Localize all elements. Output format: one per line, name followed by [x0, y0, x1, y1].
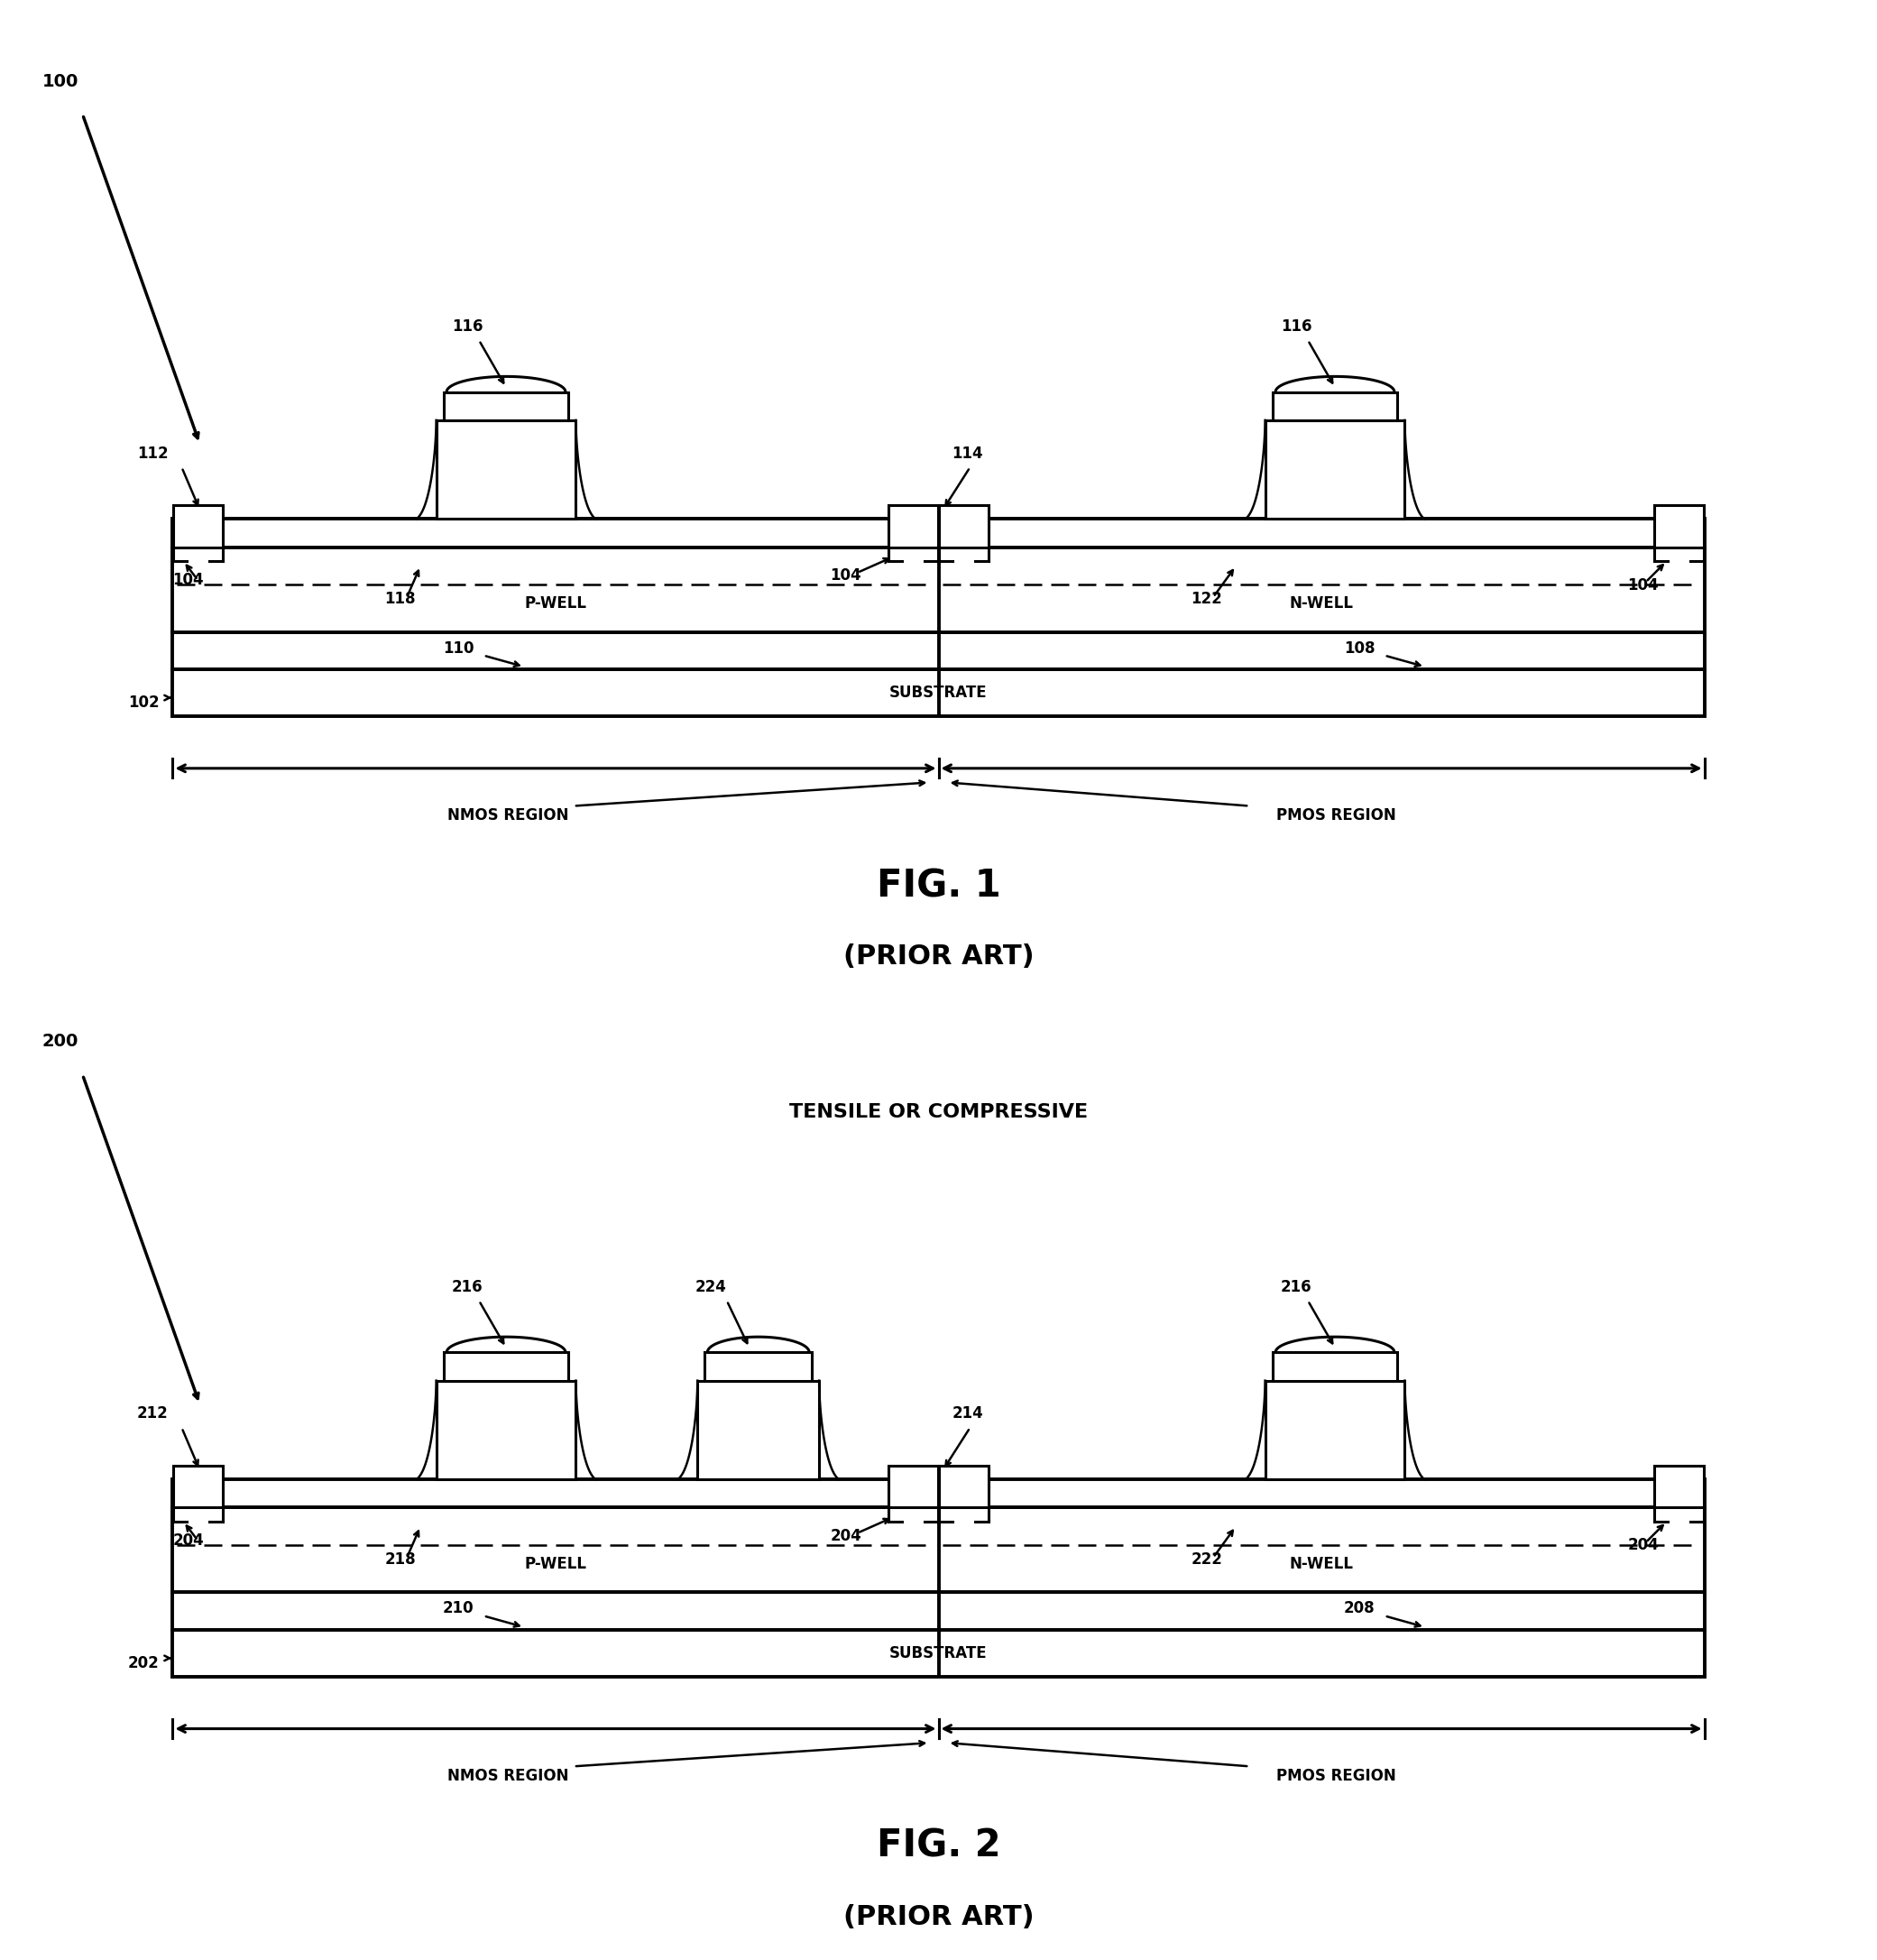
Text: PMOS REGION: PMOS REGION	[1276, 1768, 1396, 1784]
Bar	[1654, 1466, 1704, 1507]
Text: (PRIOR ART): (PRIOR ART)	[843, 943, 1034, 970]
Bar	[173, 519, 1704, 547]
Text: 200: 200	[41, 1033, 79, 1051]
Text: 104: 104	[1627, 576, 1659, 594]
Bar	[173, 631, 1704, 670]
Text: 202: 202	[128, 1654, 160, 1672]
Text: 212: 212	[137, 1405, 169, 1421]
Text: 112: 112	[137, 445, 169, 461]
Bar	[1265, 1380, 1404, 1480]
Text: NMOS REGION: NMOS REGION	[447, 808, 569, 823]
Text: TENSILE OR COMPRESSIVE: TENSILE OR COMPRESSIVE	[788, 1103, 1089, 1121]
Text: 104: 104	[173, 572, 205, 588]
Text: FIG. 1: FIG. 1	[877, 866, 1000, 906]
Text: N-WELL: N-WELL	[1289, 1556, 1353, 1572]
Text: NMOS REGION: NMOS REGION	[447, 1768, 569, 1784]
Text: 116: 116	[452, 318, 482, 335]
Text: 204: 204	[173, 1533, 205, 1548]
Bar	[173, 506, 223, 547]
Bar	[435, 1380, 576, 1480]
Text: 210: 210	[443, 1601, 475, 1617]
Text: SUBSTRATE: SUBSTRATE	[890, 684, 987, 702]
Text: 214: 214	[952, 1405, 984, 1421]
Bar	[938, 506, 989, 547]
Text: P-WELL: P-WELL	[524, 1556, 588, 1572]
Text: 122: 122	[1190, 592, 1222, 608]
Text: 104: 104	[830, 568, 862, 584]
Bar	[698, 1380, 818, 1480]
Text: SUBSTRATE: SUBSTRATE	[890, 1644, 987, 1662]
Text: N-WELL: N-WELL	[1289, 596, 1353, 612]
Text: 100: 100	[41, 73, 79, 90]
Bar	[443, 1352, 569, 1380]
Text: 204: 204	[830, 1529, 862, 1544]
Bar	[173, 1631, 1704, 1678]
Text: 216: 216	[452, 1278, 482, 1296]
Bar	[173, 1507, 1704, 1592]
Text: P-WELL: P-WELL	[524, 596, 588, 612]
Text: 216: 216	[1280, 1278, 1312, 1296]
Text: FIG. 2: FIG. 2	[877, 1827, 1000, 1866]
Bar	[938, 1466, 989, 1507]
Text: 114: 114	[952, 445, 984, 461]
Text: 224: 224	[694, 1278, 726, 1296]
Text: 116: 116	[1280, 318, 1312, 335]
Text: 110: 110	[443, 641, 475, 657]
Bar	[704, 1352, 813, 1380]
Bar	[173, 670, 1704, 717]
Bar	[435, 419, 576, 519]
Text: 218: 218	[385, 1552, 415, 1568]
Text: 108: 108	[1344, 641, 1376, 657]
Bar	[173, 1466, 223, 1507]
Bar	[443, 392, 569, 419]
Bar	[173, 1592, 1704, 1631]
Text: 102: 102	[128, 694, 160, 711]
Bar	[1273, 1352, 1398, 1380]
Bar	[1273, 392, 1398, 419]
Text: 204: 204	[1627, 1537, 1659, 1554]
Text: 118: 118	[385, 592, 415, 608]
Text: (PRIOR ART): (PRIOR ART)	[843, 1903, 1034, 1931]
Text: 222: 222	[1190, 1552, 1222, 1568]
Bar	[173, 547, 1704, 631]
Bar	[888, 1466, 938, 1507]
Bar	[888, 506, 938, 547]
Bar	[1265, 419, 1404, 519]
Text: PMOS REGION: PMOS REGION	[1276, 808, 1396, 823]
Bar	[1654, 506, 1704, 547]
Bar	[173, 1480, 1704, 1507]
Text: 208: 208	[1344, 1601, 1376, 1617]
